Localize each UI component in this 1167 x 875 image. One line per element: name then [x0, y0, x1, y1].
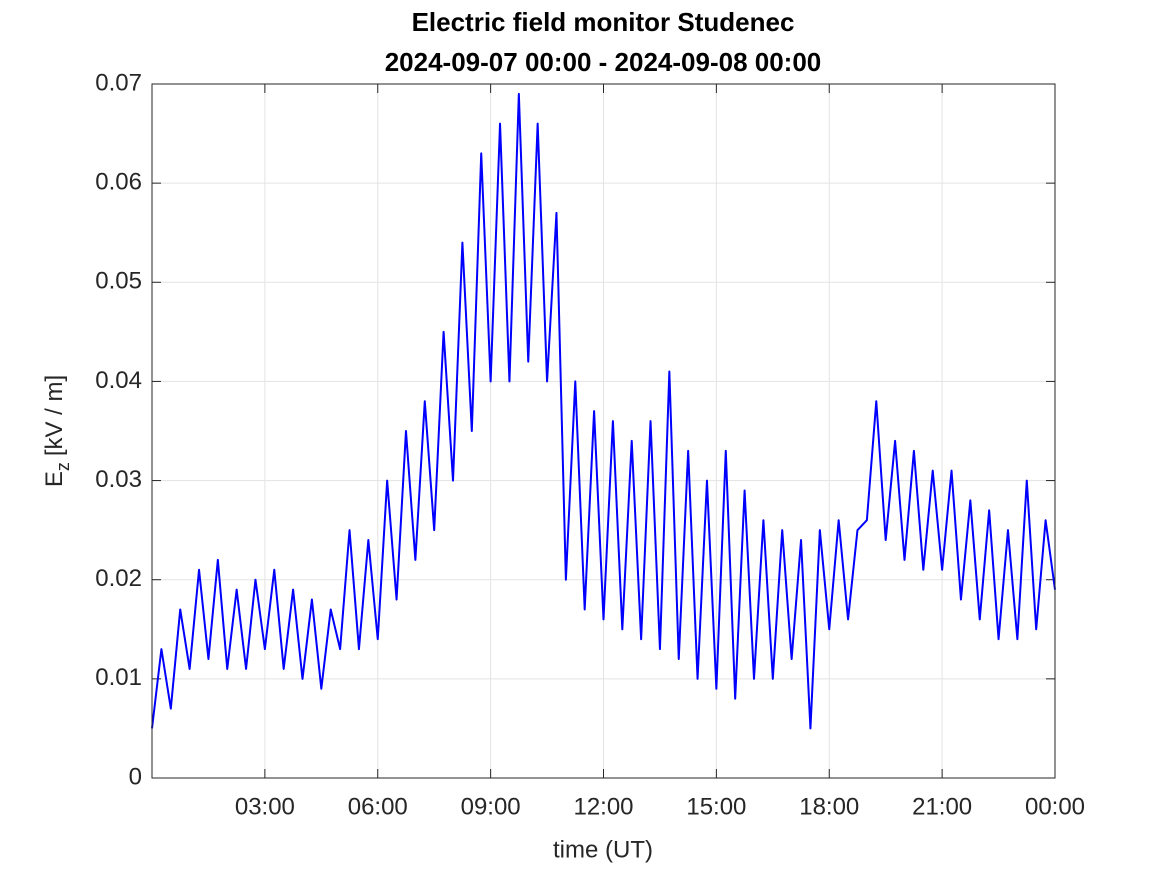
- y-tick-label: 0.07: [95, 69, 142, 96]
- y-label-main: E: [41, 471, 68, 487]
- x-axis-label: time (UT): [553, 836, 653, 863]
- y-label-rest: [kV / m]: [41, 375, 68, 456]
- y-tick-label: 0.05: [95, 268, 142, 295]
- x-tick-label: 21:00: [912, 793, 972, 820]
- x-tick-label: 09:00: [461, 793, 521, 820]
- x-tick-label: 00:00: [1025, 793, 1085, 820]
- x-tick-label: 18:00: [799, 793, 859, 820]
- y-label-sub: z: [53, 462, 73, 471]
- chart-title: Electric field monitor Studenec: [412, 7, 795, 37]
- y-tick-label: 0: [129, 763, 142, 790]
- x-tick-label: 06:00: [348, 793, 408, 820]
- y-axis-label: Ez [kV / m]: [41, 375, 72, 487]
- y-tick-label: 0.03: [95, 466, 142, 493]
- axes-box: [151, 83, 1056, 779]
- x-tick-label: 12:00: [573, 793, 633, 820]
- y-tick-label: 0.02: [95, 565, 142, 592]
- data-line: [151, 92, 1056, 730]
- y-tick-label: 0.01: [95, 664, 142, 691]
- x-tick-label: 03:00: [235, 793, 295, 820]
- y-tick-label: 0.06: [95, 168, 142, 195]
- chart-subtitle: 2024-09-07 00:00 - 2024-09-08 00:00: [385, 47, 822, 77]
- y-tick-label: 0.04: [95, 367, 142, 394]
- x-tick-label: 15:00: [686, 793, 746, 820]
